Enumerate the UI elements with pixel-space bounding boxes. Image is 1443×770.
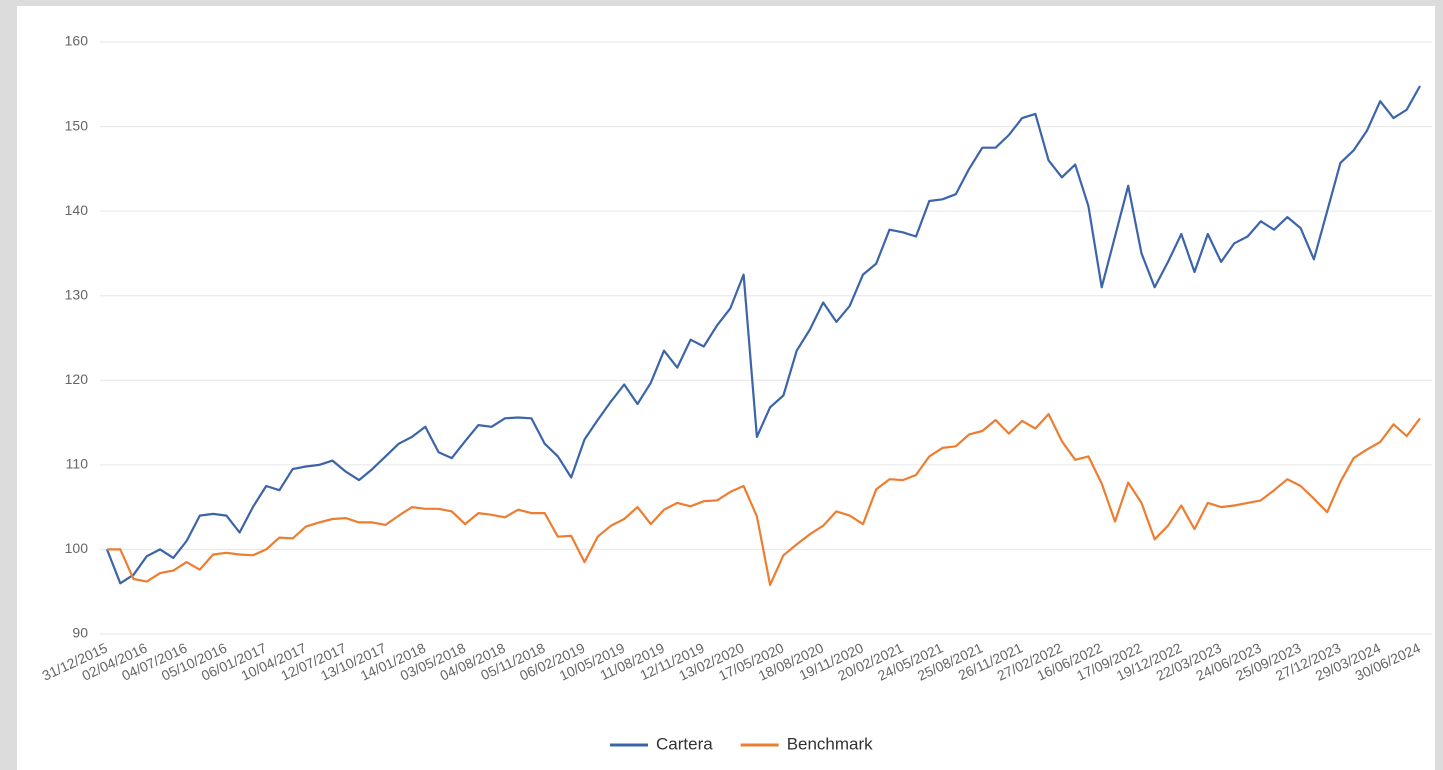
y-tick-label: 100 [65, 540, 89, 556]
legend-label: Benchmark [787, 734, 873, 753]
y-tick-label: 150 [65, 117, 89, 133]
y-tick-label: 160 [65, 33, 89, 49]
y-tick-label: 120 [65, 371, 89, 387]
series-line [107, 413, 1421, 586]
y-tick-label: 110 [66, 456, 89, 472]
legend-label: Cartera [656, 734, 713, 753]
chart-panel [17, 6, 1435, 770]
series-line [105, 85, 1421, 585]
y-tick-label: 140 [65, 202, 89, 218]
y-tick-label: 130 [65, 286, 89, 302]
y-tick-label: 90 [72, 625, 88, 641]
